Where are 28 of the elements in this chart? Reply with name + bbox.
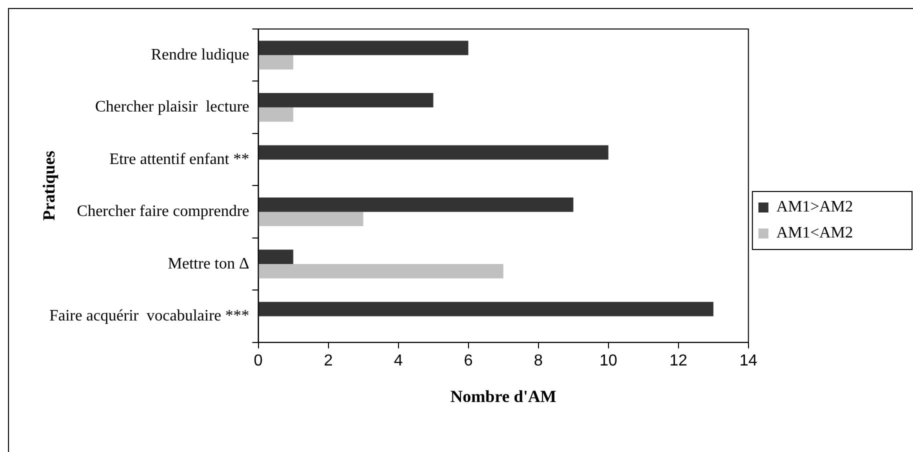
bar [258, 40, 468, 56]
bar [258, 250, 294, 264]
y-tick-label: Chercher faire comprendre [76, 203, 250, 220]
y-tick-label: Faire acquérir vocabulaire *** [49, 307, 250, 324]
y-tick-label: Rendre ludique [151, 46, 250, 64]
legend-label: AM1<AM2 [776, 224, 854, 242]
bar [258, 145, 608, 160]
legend-label: AM1>AM2 [776, 198, 854, 216]
bar [258, 107, 294, 122]
x-axis-title: Nombre d'AM [450, 387, 556, 406]
bar [258, 264, 504, 278]
y-tick-label: Etre attentif enfant ** [109, 150, 250, 168]
y-tick-label: Chercher plaisir lecture [95, 98, 250, 116]
bar [258, 197, 574, 212]
x-tick-label: 6 [464, 352, 473, 370]
x-tick-label: 8 [534, 352, 543, 370]
x-tick-label: 0 [254, 352, 263, 370]
bar [258, 302, 714, 316]
bar [258, 92, 434, 108]
x-tick-label: 12 [669, 352, 688, 370]
x-tick-label: 4 [394, 352, 403, 370]
bar [258, 212, 364, 226]
x-tick-label: 10 [599, 352, 618, 370]
y-tick-label: Mettre ton Δ [168, 255, 250, 272]
x-tick-label: 14 [740, 352, 758, 370]
y-axis-title: Pratiques [40, 150, 59, 221]
bar [258, 55, 294, 70]
x-tick-label: 2 [324, 352, 333, 370]
